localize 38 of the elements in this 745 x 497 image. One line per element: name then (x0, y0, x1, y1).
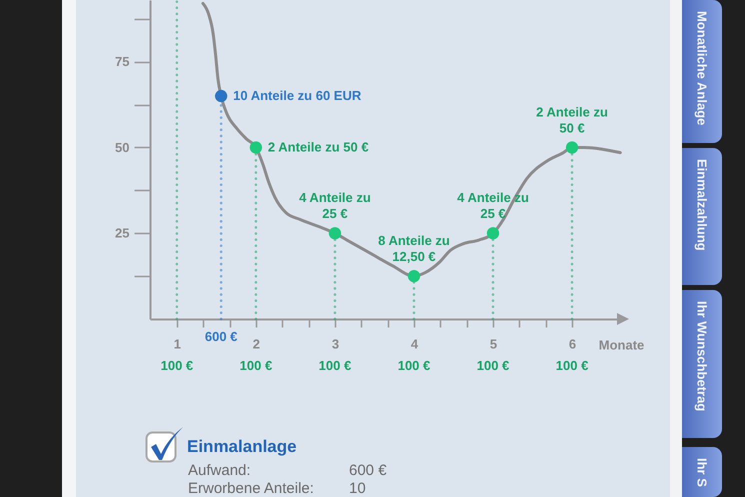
ref-line-label: 100 € (398, 358, 430, 373)
x-tick-label: 5 (490, 336, 498, 352)
ref-line-label: 100 € (160, 358, 194, 373)
ref-line-label: 100 € (318, 358, 352, 373)
annotation: 10 Anteile zu 60 EUR (233, 88, 362, 104)
x-axis-title: Monate (598, 338, 644, 352)
point (215, 90, 228, 102)
point (328, 227, 342, 240)
point (250, 141, 262, 154)
annotation: 4 Anteile zu 25 € (457, 190, 529, 222)
x-tick-label: 2 (252, 336, 260, 352)
y-tick-label: 75 (115, 54, 130, 70)
y-tick-label: 25 (115, 226, 130, 241)
text: 600 € (349, 462, 387, 479)
point (408, 270, 420, 282)
ref-line-label: 100 € (240, 358, 272, 373)
text: Aufwand: (188, 462, 251, 479)
ref-line-label: 600 € (204, 329, 238, 344)
tab: Einmalzahlung (682, 148, 722, 285)
text: Einmalanlage (187, 437, 297, 457)
point (486, 227, 500, 240)
y-tick-label: 50 (115, 140, 130, 155)
annotation: 2 Anteile zu 50 € (268, 139, 369, 154)
tab: Ihr S (682, 447, 722, 497)
point (566, 141, 578, 154)
annotation: 2 Anteile zu 50 € (536, 104, 608, 136)
x-tick-label: 3 (332, 336, 340, 352)
x-tick-label: 1 (174, 336, 181, 352)
text: 10 (349, 480, 366, 497)
annotation: 4 Anteile zu 25 € (299, 190, 371, 222)
ref-line-label: 100 € (556, 358, 588, 373)
tab: Ihr Wunschbetrag (682, 290, 722, 438)
ref-line-label: 100 € (476, 358, 510, 373)
text: Erworbene Anteile: (188, 480, 314, 497)
tab: Monatliche Anlage (682, 0, 722, 143)
annotation: 8 Anteile zu 12,50 € (378, 233, 450, 264)
x-tick-label: 6 (568, 336, 576, 352)
x-tick-label: 4 (410, 336, 419, 352)
